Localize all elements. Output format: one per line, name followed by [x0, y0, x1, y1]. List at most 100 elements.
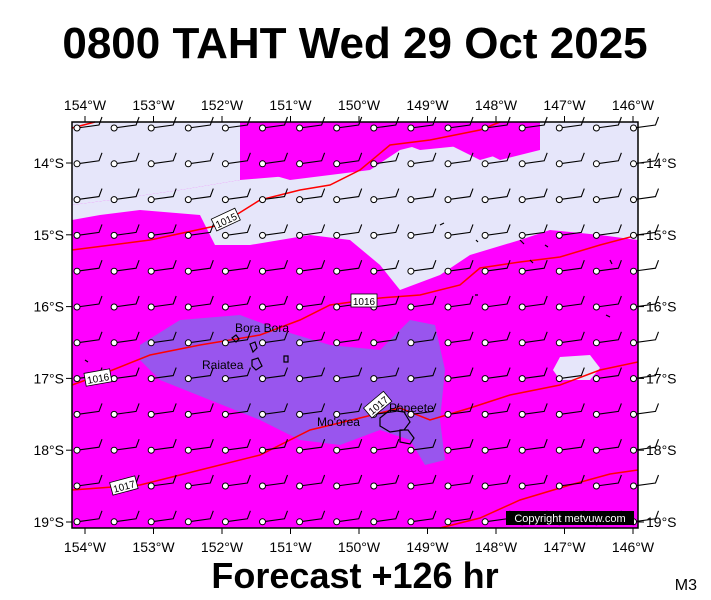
wind-barb	[188, 116, 214, 129]
station	[555, 446, 563, 454]
wind-barb	[633, 403, 660, 415]
wind-barb	[410, 331, 437, 344]
station	[555, 375, 563, 383]
wind-barb	[76, 152, 103, 165]
wind-barb	[410, 152, 437, 165]
station	[73, 482, 81, 490]
station	[407, 160, 415, 168]
wind-barb	[373, 224, 400, 236]
station	[296, 446, 304, 454]
wind-barb	[76, 403, 103, 415]
wind-barb	[559, 295, 585, 308]
station	[296, 410, 304, 418]
island	[84, 222, 613, 363]
station	[184, 231, 192, 239]
pressure-region	[72, 122, 638, 290]
isobar-label: 1016	[83, 368, 113, 387]
wind-barb	[373, 367, 400, 380]
station	[555, 196, 563, 204]
wind-barb	[151, 331, 177, 344]
wind-barb	[225, 188, 251, 201]
wind-barb	[633, 367, 660, 380]
station	[518, 196, 526, 204]
station	[518, 482, 526, 490]
lon-label: 154°W	[64, 539, 107, 555]
wind-barb	[262, 474, 289, 487]
wind-barb	[188, 367, 214, 380]
station	[407, 375, 415, 383]
lat-label: 14°S	[33, 155, 64, 171]
wind-barb	[262, 439, 289, 451]
wind-barb	[373, 474, 400, 487]
wind-barb	[373, 331, 400, 344]
station	[184, 339, 192, 347]
islands	[84, 222, 613, 445]
station	[370, 231, 378, 239]
station	[184, 518, 192, 526]
station	[259, 410, 266, 418]
station	[110, 124, 118, 132]
station	[592, 446, 600, 454]
station	[259, 375, 266, 383]
station	[110, 267, 118, 275]
wind-barb	[559, 439, 585, 451]
station	[444, 339, 452, 347]
wind-region	[140, 315, 445, 465]
wind-barb	[410, 188, 437, 201]
wind-barb	[447, 152, 474, 165]
station	[333, 482, 341, 490]
station	[259, 339, 266, 347]
station	[221, 518, 229, 526]
wind-barb	[188, 474, 214, 487]
wind-barb	[447, 474, 474, 487]
isobar	[71, 234, 639, 386]
lat-label: 14°S	[646, 155, 677, 171]
station	[444, 124, 452, 132]
station	[444, 267, 452, 275]
island	[231, 334, 289, 371]
station	[630, 482, 637, 490]
station	[333, 410, 341, 418]
lon-label: 154°W	[64, 97, 107, 113]
wind-barb	[596, 295, 622, 308]
copyright: Copyright metvuw.com	[514, 513, 625, 525]
wind-barb	[262, 295, 289, 308]
station	[296, 375, 304, 383]
wind-barb	[633, 116, 660, 129]
station	[333, 124, 341, 132]
station	[370, 518, 378, 526]
wind-barb	[76, 510, 103, 523]
station	[259, 482, 266, 490]
wind-barb	[447, 224, 474, 236]
wind-barb	[633, 260, 660, 272]
lat-label: 19°S	[33, 514, 64, 530]
isobar-value: 1016	[353, 297, 376, 308]
station	[555, 339, 563, 347]
station	[444, 196, 452, 204]
station	[370, 339, 378, 347]
label-box	[362, 390, 393, 419]
station	[184, 303, 192, 311]
wind-barb	[447, 116, 474, 129]
station	[147, 231, 155, 239]
wind-barb	[559, 116, 585, 129]
wind-barb	[299, 510, 326, 523]
station	[73, 446, 81, 454]
station	[481, 303, 489, 311]
station	[73, 124, 81, 132]
wind-barb	[188, 260, 214, 272]
station	[221, 267, 229, 275]
wind-barb	[299, 224, 326, 236]
station	[630, 124, 637, 132]
wind-barb	[373, 295, 400, 308]
station	[444, 482, 452, 490]
wind-barb	[336, 331, 363, 344]
station	[444, 410, 452, 418]
wind-barb	[522, 331, 548, 344]
place-label: Mo'orea	[317, 415, 360, 429]
wind-barb	[262, 367, 289, 380]
station	[147, 303, 155, 311]
wind-barb	[633, 474, 660, 487]
map-frame	[71, 121, 639, 529]
station	[73, 410, 81, 418]
